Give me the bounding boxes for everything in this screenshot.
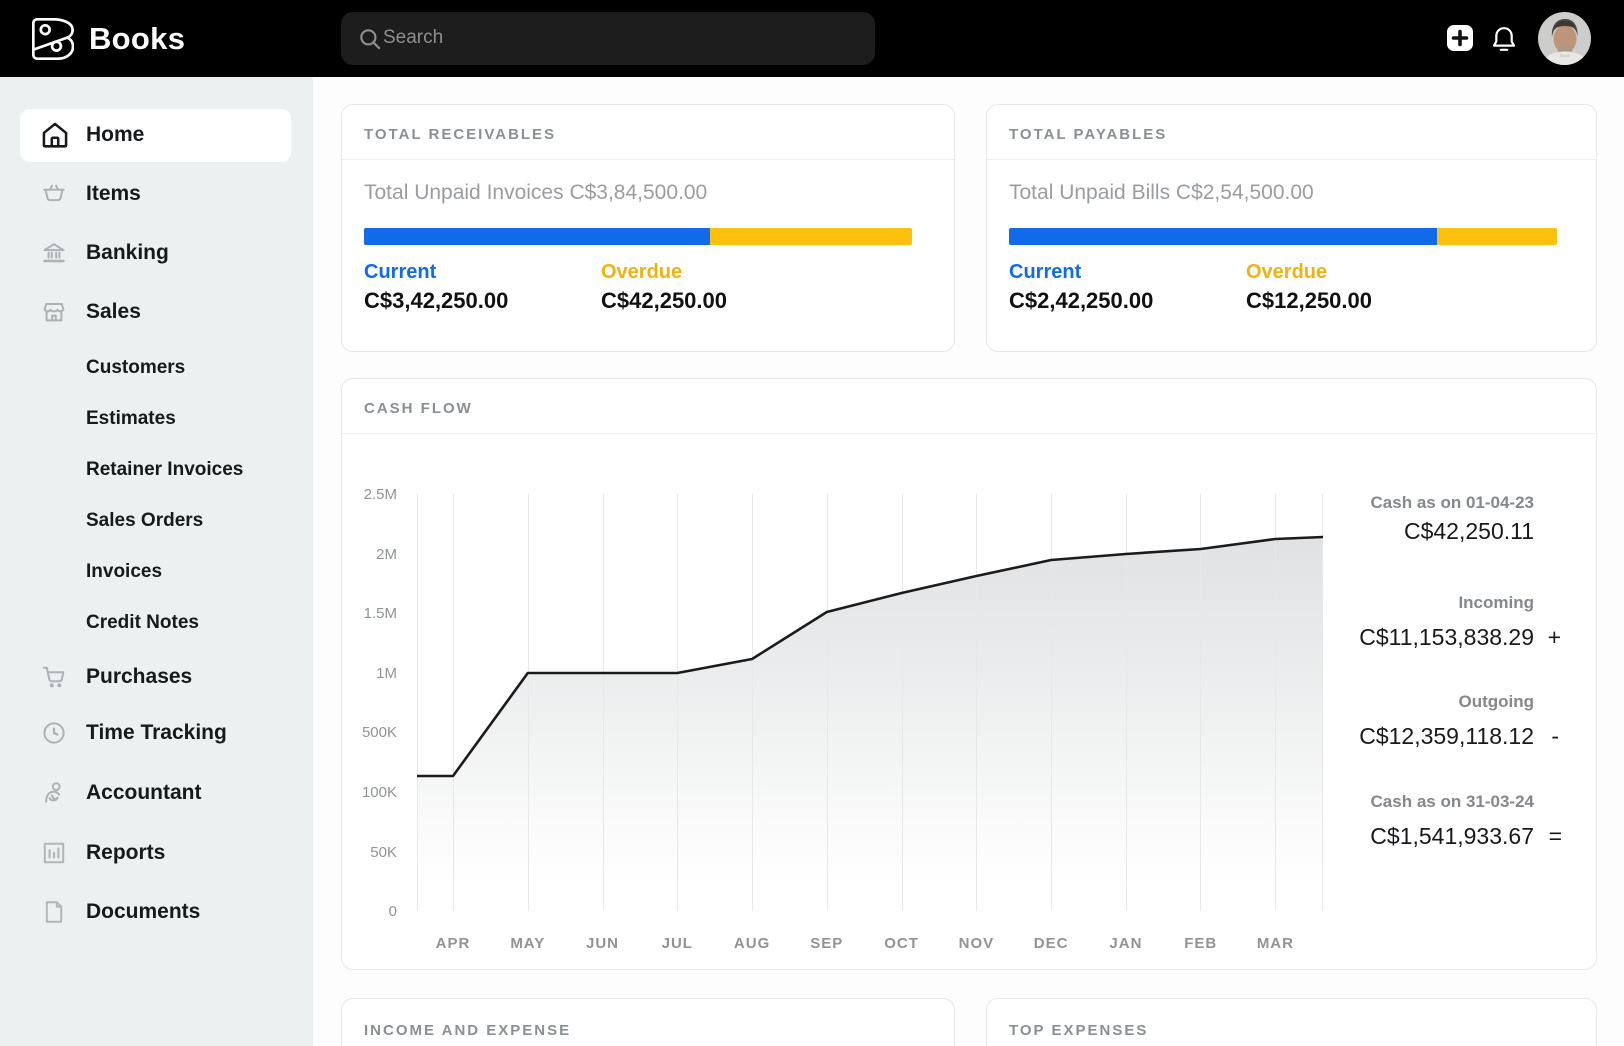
svg-text:JUN: JUN <box>586 935 619 952</box>
svg-text:SEP: SEP <box>810 935 843 952</box>
svg-text:500K: 500K <box>362 724 397 741</box>
svg-text:2.5M: 2.5M <box>364 486 397 503</box>
svg-text:JUL: JUL <box>662 935 693 952</box>
svg-text:50K: 50K <box>370 844 397 861</box>
svg-text:2M: 2M <box>376 546 397 563</box>
svg-text:NOV: NOV <box>959 935 995 952</box>
svg-text:100K: 100K <box>362 784 397 801</box>
svg-text:1.5M: 1.5M <box>364 605 397 622</box>
svg-text:1M: 1M <box>376 665 397 682</box>
svg-text:JAN: JAN <box>1109 935 1142 952</box>
svg-text:MAR: MAR <box>1257 935 1294 952</box>
svg-text:AUG: AUG <box>734 935 770 952</box>
svg-text:0: 0 <box>389 903 397 920</box>
svg-text:FEB: FEB <box>1184 935 1217 952</box>
svg-text:APR: APR <box>436 935 471 952</box>
svg-text:MAY: MAY <box>510 935 545 952</box>
svg-text:OCT: OCT <box>884 935 919 952</box>
svg-text:DEC: DEC <box>1034 935 1069 952</box>
